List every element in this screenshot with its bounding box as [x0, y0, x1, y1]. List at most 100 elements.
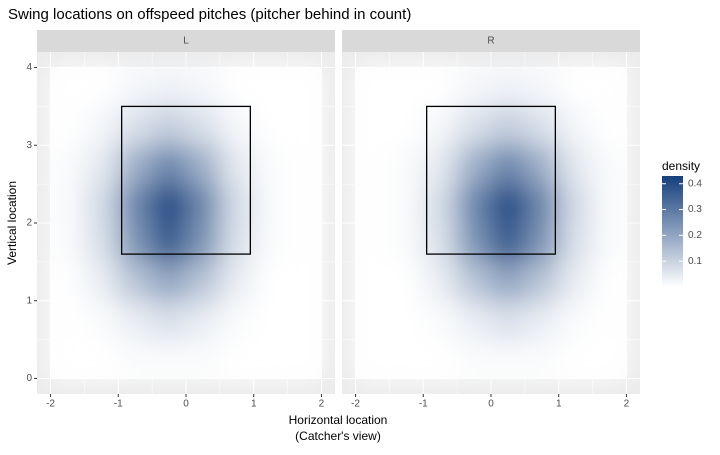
density-cell — [491, 106, 526, 146]
strike-zone — [426, 105, 556, 255]
density-cell — [558, 145, 594, 185]
x-tick-label: 2 — [319, 399, 325, 410]
density-cell — [558, 300, 594, 341]
y-tick-label: 4 — [26, 62, 32, 73]
density-cell — [592, 300, 627, 341]
density-cell — [457, 261, 492, 302]
density-cell — [524, 67, 560, 107]
density-cell — [524, 145, 560, 185]
x-tick-label: 1 — [251, 399, 257, 410]
density-cell — [592, 184, 627, 224]
density-cell — [389, 106, 424, 146]
density-cell — [50, 339, 85, 379]
density-cell — [50, 184, 85, 224]
density-cell — [457, 106, 492, 146]
density-cell — [592, 261, 627, 302]
density-cell — [592, 223, 627, 263]
density-cell — [118, 339, 153, 379]
density-cell — [253, 339, 289, 379]
chart-title: Swing locations on offspeed pitches (pit… — [8, 6, 411, 23]
x-axis-label: (Catcher's view) — [295, 429, 381, 443]
strip-label: R — [487, 36, 494, 47]
density-cell — [592, 67, 627, 107]
density-cell — [152, 67, 187, 107]
x-tick-label: 0 — [488, 399, 494, 410]
density-cell — [84, 300, 119, 341]
density-cell — [84, 145, 119, 185]
density-cell — [287, 261, 322, 302]
x-tick-label: -2 — [351, 399, 360, 410]
y-tick-label: 1 — [26, 295, 32, 306]
density-cell — [287, 184, 322, 224]
density-cell — [287, 106, 322, 146]
y-axis-label: Vertical location — [5, 181, 19, 265]
density-cell — [186, 223, 221, 263]
density-cell — [219, 261, 255, 302]
density-cell — [491, 184, 526, 224]
x-tick-label: 2 — [624, 399, 630, 410]
y-tick-label: 2 — [26, 218, 32, 229]
density-cell — [287, 67, 322, 107]
density-cell — [253, 300, 289, 341]
density-cell — [423, 300, 458, 341]
density-cell — [219, 184, 255, 224]
density-cell — [152, 261, 187, 302]
density-cell — [84, 184, 119, 224]
density-cell — [389, 223, 424, 263]
density-cell — [118, 261, 153, 302]
density-cell — [253, 261, 289, 302]
density-cell — [389, 145, 424, 185]
density-cell — [253, 145, 289, 185]
density-cell — [355, 106, 390, 146]
density-cell — [592, 145, 627, 185]
density-layer — [50, 67, 322, 379]
y-tick-label: 3 — [26, 140, 32, 151]
density-cell — [524, 223, 560, 263]
density-cell — [152, 339, 187, 379]
density-cell — [457, 223, 492, 263]
legend-tick-label: 0.3 — [688, 204, 702, 215]
x-tick-label: -2 — [46, 399, 55, 410]
density-cells — [50, 67, 322, 379]
x-axis-label: Horizontal location — [289, 413, 388, 427]
y-tick-label: 0 — [26, 373, 32, 384]
density-cell — [457, 184, 492, 224]
density-cell — [355, 300, 390, 341]
density-cell — [355, 184, 390, 224]
density-cell — [457, 300, 492, 341]
density-cell — [491, 145, 526, 185]
density-cell — [457, 145, 492, 185]
strike-zone — [121, 105, 251, 255]
density-cell — [524, 184, 560, 224]
density-cell — [186, 145, 221, 185]
density-cell — [287, 300, 322, 341]
density-cell — [355, 223, 390, 263]
density-cell — [152, 223, 187, 263]
x-tick-label: 0 — [183, 399, 189, 410]
density-cell — [355, 67, 390, 107]
density-cell — [50, 67, 85, 107]
density-cell — [84, 106, 119, 146]
density-cell — [355, 261, 390, 302]
density-cell — [423, 261, 458, 302]
density-cell — [558, 261, 594, 302]
density-cell — [253, 223, 289, 263]
density-cell — [84, 67, 119, 107]
density-cell — [389, 261, 424, 302]
density-cell — [389, 339, 424, 379]
legend-colorbar — [662, 176, 683, 287]
density-cell — [423, 106, 458, 146]
x-tick-label: 1 — [556, 399, 562, 410]
density-cell — [50, 223, 85, 263]
density-cell — [355, 145, 390, 185]
density-cell — [219, 223, 255, 263]
density-cell — [491, 339, 526, 379]
density-cell — [524, 261, 560, 302]
density-cell — [389, 300, 424, 341]
density-cell — [253, 106, 289, 146]
legend-tick-label: 0.2 — [688, 230, 702, 241]
density-cell — [558, 223, 594, 263]
density-layer — [355, 67, 627, 379]
